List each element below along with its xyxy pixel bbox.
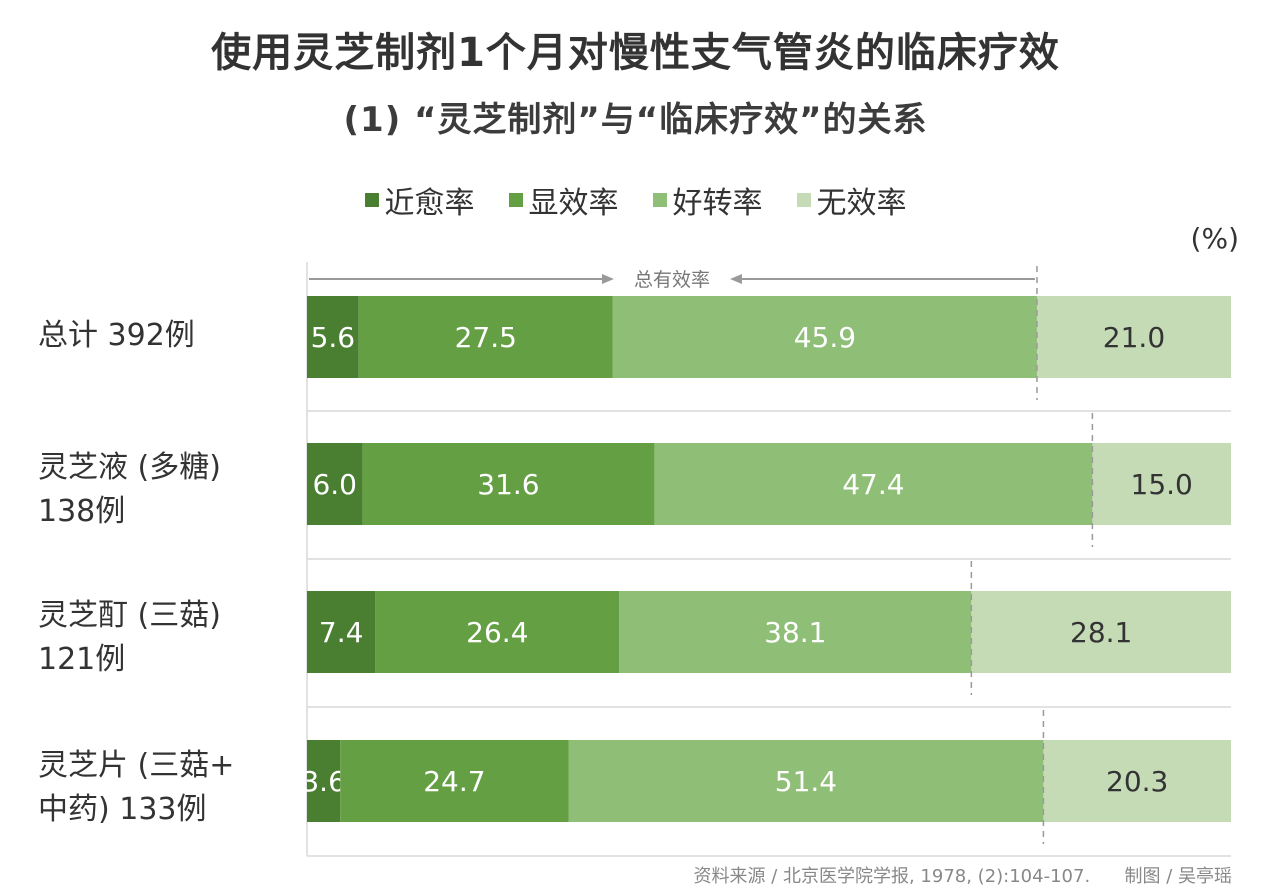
- bar-value-label: 26.4: [466, 616, 528, 649]
- category-label-line: 121例: [38, 642, 126, 677]
- legend-label: 显效率: [528, 186, 619, 221]
- category-label: 灵芝液 (多糖) 138例: [38, 446, 221, 534]
- legend-item: 显效率: [508, 178, 619, 222]
- bar-segment: [1092, 443, 1231, 525]
- bar-segment: [340, 740, 569, 822]
- category-label-line: 中药) 133例: [38, 792, 207, 827]
- category-label: 灵芝片 (三菇+ 中药) 133例: [38, 744, 234, 832]
- bar-value-label: 38.1: [764, 616, 826, 649]
- bar-segment: [307, 443, 363, 525]
- category-label: 总计 392例: [38, 314, 195, 358]
- bar-value-label: 21.0: [1103, 321, 1165, 354]
- legend-swatch: [364, 193, 379, 207]
- category-label-line: 灵芝酊 (三菇): [38, 598, 221, 633]
- category-label: 灵芝酊 (三菇) 121例: [38, 594, 221, 682]
- bar-value-label: 28.1: [1070, 616, 1132, 649]
- bar-value-label: 47.4: [842, 468, 904, 501]
- bar-value-label: 15.0: [1131, 468, 1193, 501]
- source-note: 资料来源 / 北京医学院学报, 1978, (2):104-107. 制图 / …: [693, 866, 1232, 887]
- bar-segment: [307, 296, 359, 378]
- annotation-label: 总有效率: [634, 269, 710, 291]
- annotation-arrowhead: [601, 274, 614, 284]
- category-label-line: 总计 392例: [38, 318, 195, 353]
- bar-value-label: 51.4: [775, 765, 837, 798]
- bar-value-label: 31.6: [477, 468, 539, 501]
- legend-item: 好转率: [652, 178, 763, 222]
- chart-subtitle: (1) “灵芝制剂”与“临床疗效”的关系: [343, 100, 928, 140]
- legend-swatch: [652, 193, 667, 207]
- legend-label: 好转率: [672, 186, 763, 221]
- bar-segment: [619, 591, 972, 673]
- legend-item: 近愈率: [364, 178, 475, 222]
- bar-segment: [612, 296, 1037, 378]
- category-label-line: 灵芝液 (多糖): [38, 450, 221, 485]
- category-label-line: 灵芝片 (三菇+: [38, 748, 235, 783]
- bar-segment: [654, 443, 1093, 525]
- bar-value-label: 24.7: [423, 765, 485, 798]
- bar-value-label: 27.5: [455, 321, 517, 354]
- bar-value-label: 45.9: [794, 321, 856, 354]
- bar-value-label: 5.6: [311, 321, 356, 354]
- bar-segment: [1043, 740, 1231, 822]
- bar-segment: [1036, 296, 1231, 378]
- legend-label: 无效率: [816, 186, 907, 221]
- legend-label: 近愈率: [384, 186, 475, 221]
- annotation-arrowhead: [729, 274, 742, 284]
- unit-label: (%): [1190, 222, 1239, 255]
- category-label-line: 138例: [38, 494, 126, 529]
- legend-swatch: [508, 193, 523, 207]
- bar-segment: [375, 591, 620, 673]
- legend: 近愈率 显效率 好转率 无效率: [0, 178, 1271, 222]
- bar-value-label: 20.3: [1106, 765, 1168, 798]
- bar-value-label: 3.6: [301, 765, 346, 798]
- bar-value-label: 7.4: [319, 616, 364, 649]
- bar-segment: [362, 443, 655, 525]
- bar-segment: [971, 591, 1231, 673]
- bar-segment: [358, 296, 613, 378]
- chart-title: 使用灵芝制剂1个月对慢性支气管炎的临床疗效: [211, 30, 1060, 76]
- legend-item: 无效率: [796, 178, 907, 222]
- bar-segment: [307, 740, 341, 822]
- legend-swatch: [796, 193, 811, 207]
- bar-segment: [307, 591, 376, 673]
- bar-value-label: 6.0: [312, 468, 357, 501]
- bar-segment: [568, 740, 1044, 822]
